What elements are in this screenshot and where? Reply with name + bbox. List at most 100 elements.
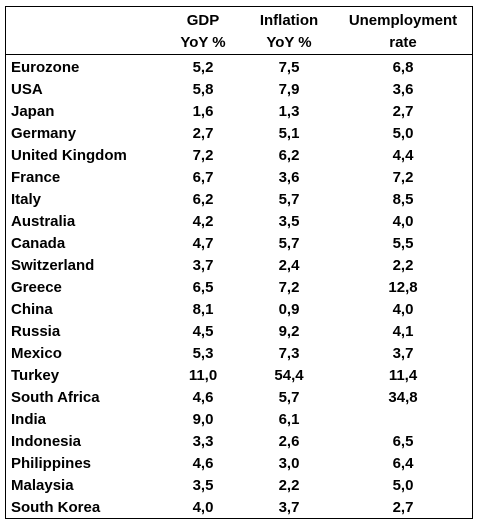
cell-unemployment: 6,8 [392, 59, 414, 76]
cell-inflation: 7,5 [278, 59, 300, 76]
table-row: Canada 4,7 5,7 5,5 [6, 233, 472, 255]
cell-unemployment: 2,7 [392, 103, 414, 120]
cell-country: Greece [11, 279, 62, 296]
cell-inflation: 5,7 [278, 235, 300, 252]
cell-country: Malaysia [11, 477, 74, 494]
table-row: India 9,0 6,1 [6, 409, 472, 431]
cell-inflation: 5,7 [278, 191, 300, 208]
cell-inflation: 9,2 [278, 323, 300, 340]
cell-unemployment: 6,4 [392, 455, 414, 472]
cell-country: Italy [11, 191, 42, 208]
cell-gdp: 5,8 [192, 81, 214, 98]
cell-gdp: 3,3 [192, 433, 214, 450]
cell-country: Turkey [11, 367, 60, 384]
cell-gdp: 3,7 [192, 257, 214, 274]
cell-country: South Africa [11, 389, 100, 406]
cell-unemployment: 2,2 [392, 257, 414, 274]
cell-country: United Kingdom [11, 147, 127, 164]
header-unemployment-line2: rate [389, 34, 417, 51]
cell-unemployment: 5,0 [392, 477, 414, 494]
table-row: Italy 6,2 5,7 8,5 [6, 189, 472, 211]
cell-gdp: 6,5 [192, 279, 214, 296]
cell-inflation: 5,1 [278, 125, 300, 142]
cell-country: China [11, 301, 53, 318]
cell-gdp: 4,6 [192, 455, 214, 472]
cell-unemployment: 3,7 [392, 345, 414, 362]
cell-unemployment: 3,6 [392, 81, 414, 98]
cell-gdp: 6,2 [192, 191, 214, 208]
cell-unemployment: 12,8 [388, 279, 418, 296]
cell-unemployment: 11,4 [388, 367, 418, 384]
table-row: USA 5,8 7,9 3,6 [6, 79, 472, 101]
cell-inflation: 0,9 [278, 301, 300, 318]
header-inflation: Inflation YoY % [246, 10, 332, 54]
header-inflation-line2: YoY % [266, 34, 312, 51]
cell-gdp: 3,5 [192, 477, 214, 494]
header-unemployment-line1: Unemployment [348, 12, 458, 29]
header-unemployment: Unemployment rate [332, 10, 474, 54]
header-gdp-line1: GDP [186, 12, 220, 29]
cell-country: Mexico [11, 345, 62, 362]
cell-country: Switzerland [11, 257, 95, 274]
table-row: South Korea 4,0 3,7 2,7 [6, 497, 472, 519]
cell-gdp: 6,7 [192, 169, 214, 186]
table-row: Germany 2,7 5,1 5,0 [6, 123, 472, 145]
cell-gdp: 1,6 [192, 103, 214, 120]
cell-gdp: 4,5 [192, 323, 214, 340]
cell-gdp: 4,7 [192, 235, 214, 252]
header-gdp-line2: YoY % [180, 34, 226, 51]
cell-unemployment: 34,8 [388, 389, 418, 406]
cell-inflation: 6,2 [278, 147, 300, 164]
cell-inflation: 1,3 [278, 103, 300, 120]
cell-unemployment: 4,4 [392, 147, 414, 164]
table-row: Mexico 5,3 7,3 3,7 [6, 343, 472, 365]
cell-country: Japan [11, 103, 55, 120]
table-row: Eurozone 5,2 7,5 6,8 [6, 57, 472, 79]
cell-unemployment: 5,0 [392, 125, 414, 142]
table-header: GDP YoY % Inflation YoY % Unemployment r… [6, 7, 472, 55]
table-row: Malaysia 3,5 2,2 5,0 [6, 475, 472, 497]
cell-gdp: 4,6 [192, 389, 214, 406]
cell-unemployment: 6,5 [392, 433, 414, 450]
cell-inflation: 54,4 [274, 367, 304, 384]
table-row: Australia 4,2 3,5 4,0 [6, 211, 472, 233]
cell-gdp: 11,0 [188, 367, 218, 384]
cell-inflation: 3,0 [278, 455, 300, 472]
cell-country: Indonesia [11, 433, 82, 450]
cell-gdp: 9,0 [192, 411, 214, 428]
cell-country: Germany [11, 125, 77, 142]
cell-gdp: 4,0 [192, 499, 214, 516]
table-row: United Kingdom 7,2 6,2 4,4 [6, 145, 472, 167]
economic-indicators-table: GDP YoY % Inflation YoY % Unemployment r… [5, 6, 473, 519]
table-row: Indonesia 3,3 2,6 6,5 [6, 431, 472, 453]
cell-country: Canada [11, 235, 66, 252]
cell-inflation: 6,1 [278, 411, 300, 428]
cell-inflation: 2,6 [278, 433, 300, 450]
cell-inflation: 3,7 [278, 499, 300, 516]
cell-country: USA [11, 81, 43, 98]
cell-unemployment: 4,0 [392, 213, 414, 230]
header-inflation-line1: Inflation [259, 12, 319, 29]
table-row: Turkey 11,0 54,4 11,4 [6, 365, 472, 387]
table-body: Eurozone 5,2 7,5 6,8 USA 5,8 7,9 3,6 Japan 1,6 1,3… [6, 57, 472, 519]
cell-unemployment: 7,2 [392, 169, 414, 186]
table-row: South Africa 4,6 5,7 34,8 [6, 387, 472, 409]
cell-unemployment: 4,1 [392, 323, 414, 340]
cell-country: South Korea [11, 499, 101, 516]
cell-inflation: 5,7 [278, 389, 300, 406]
cell-gdp: 2,7 [192, 125, 214, 142]
cell-gdp: 4,2 [192, 213, 214, 230]
cell-gdp: 7,2 [192, 147, 214, 164]
cell-unemployment: 5,5 [392, 235, 414, 252]
cell-inflation: 3,5 [278, 213, 300, 230]
table-row: Russia 4,5 9,2 4,1 [6, 321, 472, 343]
cell-gdp: 8,1 [192, 301, 214, 318]
table-row: China 8,1 0,9 4,0 [6, 299, 472, 321]
table-row: Switzerland 3,7 2,4 2,2 [6, 255, 472, 277]
cell-inflation: 3,6 [278, 169, 300, 186]
table-row: Philippines 4,6 3,0 6,4 [6, 453, 472, 475]
cell-inflation: 2,4 [278, 257, 300, 274]
header-gdp: GDP YoY % [160, 10, 246, 54]
cell-country: Eurozone [11, 59, 80, 76]
cell-country: Russia [11, 323, 61, 340]
